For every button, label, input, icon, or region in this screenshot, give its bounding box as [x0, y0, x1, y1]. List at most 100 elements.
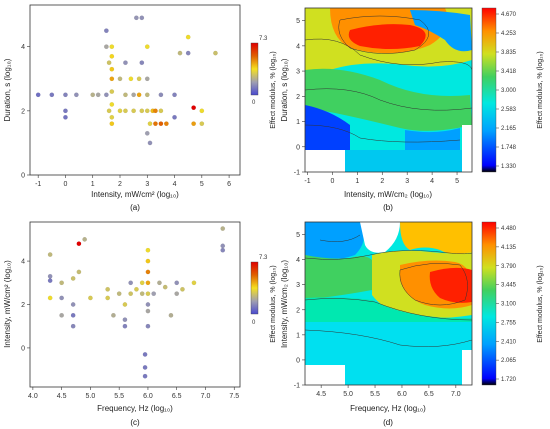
data-point — [142, 365, 148, 370]
colorbar-tick-label: 4.480 — [501, 226, 517, 232]
colorbar-tick-label: 2.410 — [501, 339, 517, 345]
data-point — [158, 108, 164, 114]
panel-a: -1 0 1 2 3 4 5 6 0 2 4 Intensity, mW/cm² (log₁₀) D… — [3, 4, 277, 212]
colorbar-tick-label: 3.790 — [501, 264, 517, 270]
tick-labels: -1 0 1 2 3 4 5 -1 0 1 2 3 4 5 — [294, 18, 459, 185]
data-point — [145, 280, 151, 286]
y-tick-label: 0 — [296, 357, 300, 364]
x-tick-label: 5.5 — [114, 393, 124, 400]
data-point — [76, 241, 82, 247]
data-point — [59, 280, 64, 286]
data-point — [157, 280, 162, 286]
data-point — [145, 269, 151, 275]
data-point — [191, 105, 196, 110]
data-point — [109, 66, 115, 72]
y-tick-label: -1 — [294, 170, 300, 177]
data-point — [35, 92, 41, 98]
y-tick-label: 4 — [21, 44, 25, 51]
colorbar-tick-label: 3.000 — [501, 88, 517, 94]
colorbar-ticks: 4.480 4.135 3.790 3.445 3.100 2.755 2.410 2.065… — [496, 226, 517, 383]
colorbar-tick-label: 1.330 — [501, 164, 517, 170]
data-point — [49, 92, 55, 98]
x-tick-label: 5.0 — [343, 391, 353, 398]
data-point — [122, 317, 128, 323]
data-point — [70, 313, 76, 318]
data-point — [47, 295, 53, 301]
x-tick-label: 7.5 — [229, 393, 239, 400]
data-point — [139, 108, 145, 114]
colorbar-label: Effect modulus, % (log₁₀) — [270, 51, 277, 129]
data-point — [158, 92, 164, 98]
data-point — [70, 323, 76, 329]
y-tick-label: 0 — [21, 345, 25, 352]
panel-label: (a) — [130, 203, 140, 212]
data-point — [142, 352, 148, 357]
data-point — [109, 89, 115, 94]
data-point — [105, 295, 111, 301]
data-point — [145, 323, 151, 329]
x-tick-label: 5 — [200, 181, 204, 188]
y-tick-label: 1 — [296, 119, 300, 126]
colorbar-tick-label: 4.253 — [501, 31, 517, 37]
data-point — [109, 76, 115, 82]
data-point — [144, 92, 150, 98]
data-point — [134, 15, 139, 21]
x-tick-label: 6.5 — [172, 393, 182, 400]
y-tick-label: 4 — [296, 257, 300, 264]
x-tick-label: 1 — [355, 178, 359, 185]
y-tick-label: 2 — [296, 307, 300, 314]
data-point — [117, 76, 123, 82]
x-axis-label: Intensity, mW/cm² (log₁₀) — [91, 190, 179, 199]
colorbar-tick-label: 3.835 — [501, 50, 517, 56]
data-point — [153, 108, 158, 114]
colorbar-tick-label: 2.755 — [501, 320, 517, 326]
data-point — [185, 34, 191, 40]
data-point — [168, 313, 174, 318]
data-point — [139, 15, 145, 21]
data-point — [70, 302, 76, 307]
colorbar-tick-label: 1.748 — [501, 145, 517, 151]
x-tick-label: 3 — [145, 181, 149, 188]
data-point — [109, 114, 115, 120]
heatmap-surface — [305, 222, 472, 385]
colorbar-label: Effect modulus, % (log₁₀) — [270, 265, 277, 343]
x-tick-label: 6.5 — [424, 391, 434, 398]
data-point — [172, 114, 177, 120]
data-point — [145, 258, 151, 264]
data-point — [63, 114, 68, 120]
data-point — [128, 291, 134, 296]
data-point — [47, 273, 53, 279]
x-tick-label: 5.5 — [370, 391, 380, 398]
data-point — [63, 92, 68, 98]
data-point — [180, 286, 185, 292]
y-tick-label: 2 — [21, 302, 25, 309]
data-point — [151, 291, 157, 296]
x-tick-label: 6.0 — [397, 391, 407, 398]
y-tick-label: 2 — [296, 94, 300, 101]
data-point — [220, 247, 226, 253]
colorbar-min-label: 0 — [252, 100, 256, 106]
data-point — [172, 92, 177, 98]
data-point — [109, 121, 115, 127]
x-tick-label: 5.0 — [86, 393, 96, 400]
data-point — [136, 92, 142, 98]
data-point — [123, 60, 128, 66]
data-point — [116, 291, 122, 296]
y-axis-label: Intensity, mW/cm₂ (log₁₀) — [280, 260, 289, 348]
colorbar — [481, 7, 497, 173]
data-point — [139, 280, 145, 286]
y-axis-label: Intensity, mW/cm² (log₁₀) — [3, 260, 12, 348]
data-point — [122, 302, 128, 307]
x-tick-label: 7.0 — [201, 393, 211, 400]
x-tick-label: 2 — [118, 181, 122, 188]
data-point — [123, 92, 128, 98]
x-tick-label: 5 — [455, 178, 459, 185]
data-point — [63, 108, 68, 114]
panel-b: -1 0 1 2 3 4 5 -1 0 1 2 3 4 5 Intensity, mW/cm₂ (log₁… — [280, 7, 544, 212]
data-point — [158, 121, 164, 127]
data-point — [144, 108, 150, 114]
colorbar-tick-label: 1.720 — [501, 377, 517, 383]
y-tick-label: 5 — [296, 18, 300, 25]
colorbar-tick-label: 4.135 — [501, 245, 517, 251]
data-point — [199, 121, 205, 127]
